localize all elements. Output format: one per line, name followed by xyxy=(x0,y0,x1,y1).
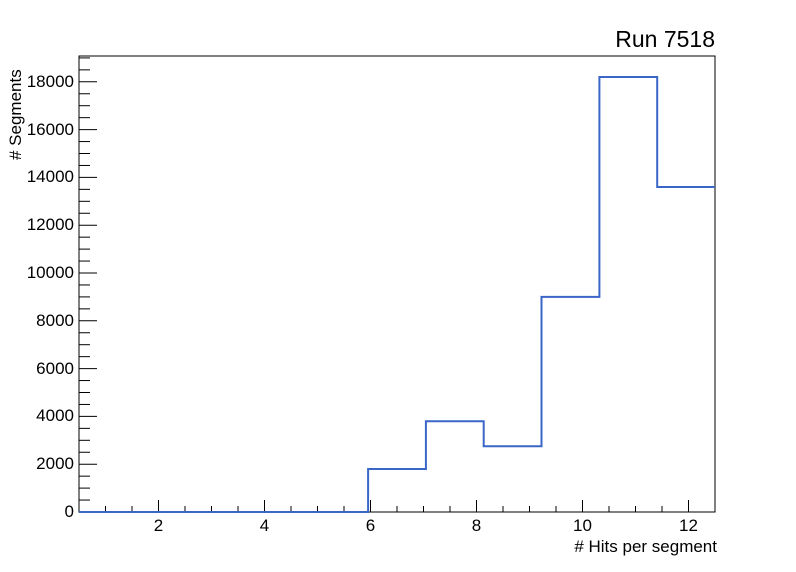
y-tick-label: 12000 xyxy=(26,215,74,235)
y-tick-label: 0 xyxy=(64,502,74,521)
y-tick-label: 6000 xyxy=(36,358,74,378)
x-tick-label: 12 xyxy=(679,516,698,535)
x-axis-title: # Hits per segment xyxy=(574,537,717,556)
x-tick-label: 10 xyxy=(573,516,592,535)
y-tick-label: 8000 xyxy=(36,310,74,330)
y-tick-label: 18000 xyxy=(26,71,74,91)
x-tick-label: 2 xyxy=(153,516,164,535)
y-tick-label: 16000 xyxy=(26,119,74,139)
x-tick-label: 8 xyxy=(471,516,482,535)
x-tick-label: 6 xyxy=(365,516,376,535)
y-tick-label: 2000 xyxy=(36,454,74,474)
y-tick-label: 14000 xyxy=(26,167,74,187)
y-tick-label: 4000 xyxy=(36,406,74,426)
histogram-line xyxy=(79,76,715,513)
x-tick-label: 4 xyxy=(259,516,270,535)
plot-frame xyxy=(78,55,716,513)
y-tick-label: 10000 xyxy=(26,263,74,282)
plot-title: Run 7518 xyxy=(615,26,715,52)
